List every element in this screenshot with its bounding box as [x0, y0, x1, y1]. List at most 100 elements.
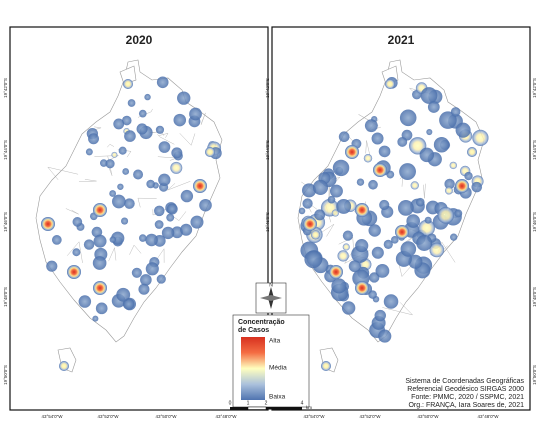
- case-hotspot: [472, 129, 489, 146]
- case-hotspot: [127, 99, 136, 107]
- case-hotspot: [171, 147, 183, 159]
- district-line: [47, 166, 79, 180]
- case-hotspot: [374, 309, 386, 322]
- case-hotspot: [331, 278, 347, 294]
- case-hotspot: [205, 147, 215, 157]
- case-hotspot: [189, 107, 202, 121]
- case-hotspot: [302, 198, 313, 209]
- legend-ramp: [241, 337, 265, 400]
- district-line: [423, 183, 426, 199]
- longitude-label: 43°54'0"W: [41, 414, 63, 419]
- case-hotspot: [112, 194, 126, 209]
- longitude-label: 43°48'0"W: [215, 414, 237, 419]
- latitude-label: 19°46'0"S: [532, 212, 537, 232]
- case-hotspot: [449, 161, 457, 170]
- case-hotspot: [177, 91, 191, 105]
- latitude-label: 19°48'0"S: [532, 287, 537, 307]
- case-hotspot: [444, 186, 453, 195]
- case-hotspot: [415, 197, 425, 207]
- case-hotspot: [314, 209, 326, 221]
- case-hotspot: [161, 226, 175, 240]
- case-hotspot: [383, 294, 399, 309]
- latitude-label: 19°44'0"S: [265, 140, 270, 160]
- case-hotspot: [123, 79, 133, 89]
- city-map: [297, 59, 489, 373]
- case-hotspot: [341, 301, 356, 315]
- credit-line: Org.: FRANÇA, Iara Soares de, 2021: [408, 402, 524, 409]
- case-hotspot-high: [455, 179, 469, 193]
- district-line: [65, 208, 79, 215]
- case-hotspot: [144, 93, 151, 101]
- case-hotspot: [368, 224, 381, 237]
- case-hotspot: [298, 207, 306, 215]
- longitude-label: 43°52'0"W: [97, 414, 119, 419]
- case-hotspot: [331, 209, 339, 217]
- district-line: [382, 302, 414, 316]
- case-hotspot: [59, 361, 69, 371]
- panel-title: 2021: [388, 33, 415, 47]
- district-line: [67, 241, 83, 263]
- case-hotspot: [420, 87, 438, 104]
- case-hotspot: [131, 267, 142, 278]
- case-hotspot: [368, 179, 378, 190]
- case-hotspot: [338, 131, 350, 143]
- case-hotspot: [146, 179, 155, 189]
- case-hotspot: [180, 189, 194, 203]
- case-hotspot: [138, 109, 147, 118]
- case-hotspot: [83, 239, 95, 250]
- case-hotspot-high: [41, 217, 55, 231]
- district-line: [108, 246, 117, 262]
- case-hotspot: [419, 147, 435, 163]
- city-boundary: [297, 59, 485, 343]
- case-hotspot: [88, 133, 99, 145]
- latitude-label: 19°42'0"S: [532, 78, 537, 98]
- case-hotspot: [444, 178, 455, 190]
- case-hotspot: [85, 148, 93, 156]
- case-hotspot-high: [303, 217, 317, 231]
- case-hotspot: [145, 233, 158, 247]
- latitude-label: 19°42'0"S: [3, 78, 8, 98]
- latitude-label: 19°48'0"S: [3, 287, 8, 307]
- case-hotspot: [455, 122, 471, 138]
- district-line: [157, 134, 175, 145]
- case-hotspot: [450, 107, 461, 117]
- district-line: [107, 143, 115, 148]
- legend-title: de Casos: [238, 327, 269, 334]
- longitude-label: 43°52'0"W: [359, 414, 381, 419]
- case-hotspot-high: [395, 225, 409, 239]
- case-hotspot: [199, 198, 212, 212]
- district-line: [167, 181, 191, 191]
- case-hotspot: [450, 233, 458, 241]
- panel-title: 2020: [126, 33, 153, 47]
- latitude-label: 19°50'0"S: [532, 365, 537, 385]
- case-hotspot: [464, 171, 473, 181]
- case-hotspot: [329, 184, 343, 198]
- case-hotspot: [355, 239, 369, 253]
- case-hotspot: [378, 145, 391, 158]
- case-hotspot: [399, 109, 417, 127]
- case-hotspot: [154, 220, 164, 229]
- case-hotspot-high: [193, 179, 207, 193]
- case-hotspot: [109, 236, 117, 243]
- case-hotspot: [321, 361, 331, 371]
- case-hotspot: [391, 236, 399, 244]
- case-hotspot: [109, 190, 117, 197]
- case-hotspot: [406, 214, 421, 228]
- case-hotspot: [122, 168, 130, 175]
- scale-label: 0: [229, 400, 232, 406]
- case-hotspot: [426, 129, 433, 136]
- case-hotspot: [437, 206, 455, 224]
- case-hotspot: [136, 123, 148, 135]
- scale-label: 2: [265, 400, 268, 406]
- district-line: [78, 179, 97, 182]
- latitude-label: 19°50'0"S: [3, 365, 8, 385]
- case-hotspot: [111, 151, 118, 158]
- case-hotspot: [364, 119, 378, 133]
- district-line: [200, 112, 206, 126]
- case-hotspot: [92, 256, 107, 270]
- legend-label: Alta: [269, 338, 281, 345]
- case-hotspot: [348, 260, 361, 273]
- latitude-label: 19°44'0"S: [532, 140, 537, 160]
- scale-label: 4: [301, 400, 304, 406]
- case-hotspot-high: [355, 281, 369, 295]
